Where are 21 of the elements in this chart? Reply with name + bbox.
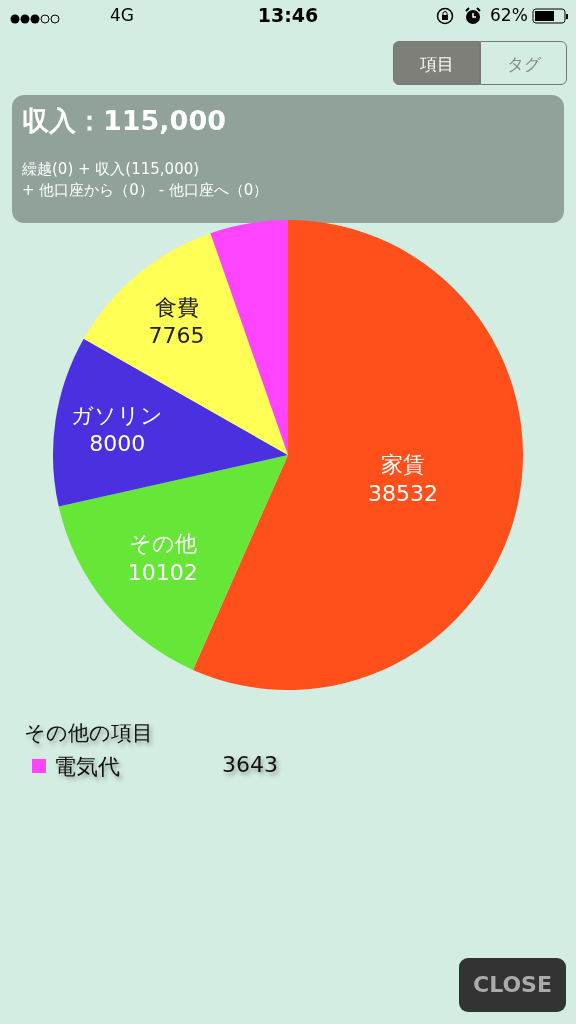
- pie-slice: [58, 455, 288, 670]
- data-label: 7765: [148, 323, 205, 349]
- chart-title: 収入：115,000: [22, 104, 226, 138]
- slice-label: 食費: [154, 294, 199, 320]
- data-label: 10102: [127, 559, 198, 585]
- text: 4G: [110, 5, 134, 25]
- text: その他の項目: [24, 720, 153, 747]
- chart-subtitle: 繰越(0) + 収入(115,000) + 他口座から（0） - 他口座へ（0）: [22, 159, 269, 201]
- slice-label: 家賃: [380, 452, 425, 478]
- text: 項目: [393, 41, 480, 85]
- slice-label: その他: [128, 531, 197, 557]
- data-label: 38532: [367, 481, 438, 507]
- data-label: 8000: [89, 431, 146, 457]
- text: 13:46: [257, 4, 319, 26]
- text: CLOSE: [459, 958, 566, 1012]
- text: タグ: [480, 41, 567, 85]
- legend-label: 電気代: [54, 753, 120, 781]
- pie-slice: [210, 220, 288, 455]
- slice-label: ガソリン: [71, 402, 164, 428]
- text: 62%: [490, 5, 528, 25]
- data-label: 3643: [222, 752, 278, 777]
